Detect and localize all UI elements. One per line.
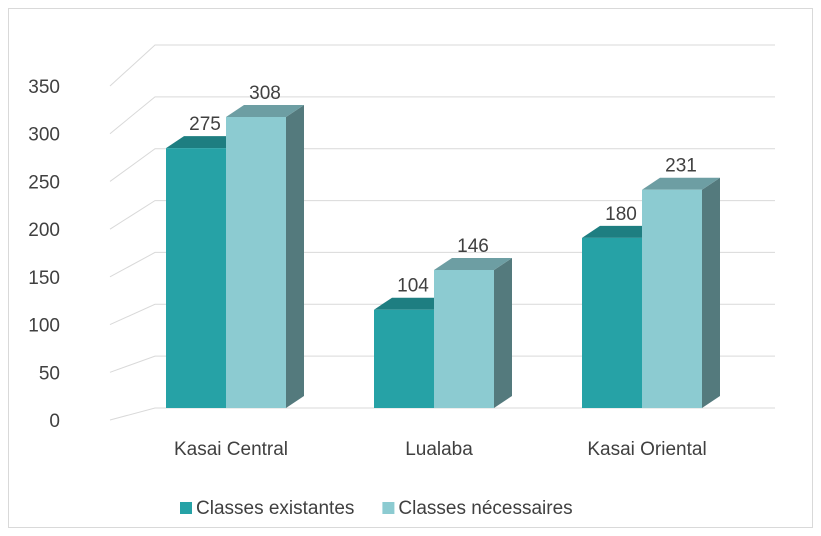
grid-line: [109, 148, 775, 182]
data-label: 308: [249, 83, 281, 104]
grid-line: [109, 44, 775, 87]
data-label: 275: [189, 114, 221, 135]
bar-top: [582, 225, 660, 238]
x-tick-label: Lualaba: [405, 439, 473, 460]
grid-line: [109, 251, 775, 278]
grid-line: [109, 200, 775, 230]
y-tick-label: 0: [49, 411, 60, 432]
bar-side: [702, 177, 720, 408]
bar-top: [434, 258, 512, 271]
legend-label: Classes nécessaires: [398, 498, 572, 519]
bar-front: [166, 148, 226, 408]
data-label: 180: [605, 204, 637, 225]
grid-line: [109, 96, 775, 135]
bar-top: [642, 177, 720, 190]
data-label: 231: [665, 156, 697, 177]
bar-top: [226, 104, 304, 117]
y-tick-label: 150: [28, 268, 60, 289]
bar-side: [494, 258, 512, 408]
x-tick-label: Kasai Oriental: [587, 439, 706, 460]
x-tick-label: Kasai Central: [174, 439, 288, 460]
bar-front: [434, 270, 494, 408]
bar-front: [226, 116, 286, 408]
y-tick-label: 300: [28, 125, 60, 146]
data-label: 146: [457, 236, 489, 257]
legend-label: Classes existantes: [196, 498, 354, 519]
y-tick-label: 100: [28, 316, 60, 337]
data-label: 104: [397, 276, 429, 297]
bar: [434, 258, 512, 408]
bar: [226, 104, 304, 408]
y-tick-label: 200: [28, 220, 60, 241]
y-tick-label: 250: [28, 172, 60, 193]
bar-front: [642, 189, 702, 408]
legend-swatch: [180, 502, 192, 514]
bar-front: [582, 237, 642, 408]
grid-line: [109, 407, 775, 421]
y-tick-label: 350: [28, 77, 60, 98]
grid-line: [109, 303, 775, 326]
bar-side: [286, 104, 304, 408]
bar-front: [374, 309, 434, 408]
bar: [642, 177, 720, 408]
bar-top: [374, 297, 452, 310]
y-tick-label: 50: [39, 363, 60, 384]
bar-top: [166, 136, 244, 149]
grid-line: [109, 355, 775, 373]
legend-swatch: [382, 502, 395, 514]
